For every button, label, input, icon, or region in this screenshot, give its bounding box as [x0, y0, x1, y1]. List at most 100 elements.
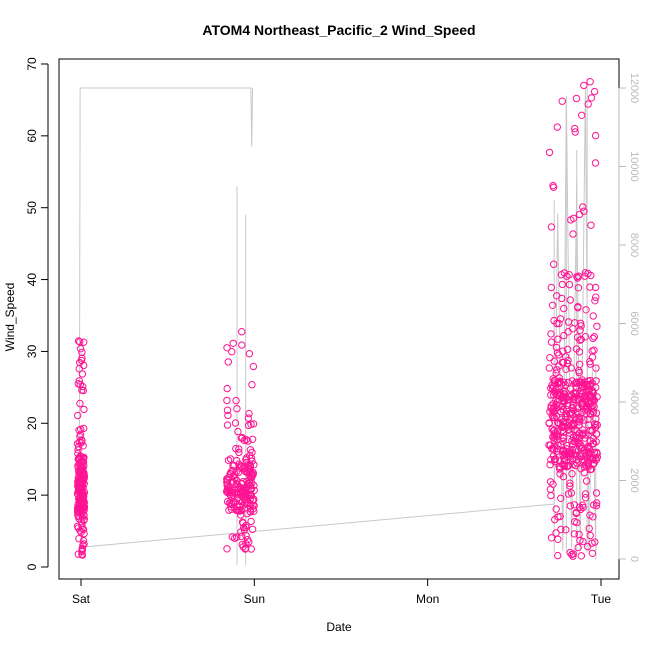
data-point — [584, 391, 592, 400]
data-point — [248, 381, 256, 389]
data-point — [223, 545, 231, 553]
data-point — [584, 542, 592, 551]
data-point — [585, 524, 593, 533]
data-point — [549, 183, 558, 192]
data-point — [80, 424, 88, 433]
data-point — [76, 399, 84, 408]
data-point — [548, 411, 556, 419]
data-point — [565, 450, 573, 458]
data-point — [557, 494, 565, 502]
left-tick-label: 50 — [25, 201, 39, 215]
data-point — [232, 476, 241, 484]
data-point — [546, 485, 555, 493]
data-point — [586, 283, 594, 291]
data-point — [564, 490, 573, 498]
data-point — [233, 480, 242, 489]
data-point — [548, 301, 557, 309]
data-point — [238, 492, 246, 501]
data-point — [560, 331, 568, 340]
data-point — [79, 496, 88, 504]
data-point — [584, 455, 592, 463]
data-point — [591, 131, 600, 140]
data-point — [575, 210, 584, 219]
data-point — [564, 318, 573, 326]
data-point — [74, 337, 83, 345]
y-axis-label: Wind_Speed — [3, 283, 17, 352]
data-point — [245, 409, 253, 418]
data-point — [244, 437, 252, 445]
data-point — [245, 461, 253, 469]
data-point — [582, 477, 591, 485]
data-point — [590, 87, 599, 96]
data-point — [239, 519, 247, 527]
data-point — [77, 425, 85, 433]
right-tick-label: 8000 — [628, 233, 640, 257]
data-point — [78, 370, 87, 378]
data-point — [235, 507, 243, 515]
data-point — [577, 322, 585, 330]
right-tick-label: 6000 — [628, 311, 640, 335]
data-point — [559, 433, 567, 442]
data-point — [575, 348, 584, 356]
data-point — [249, 468, 257, 477]
data-point — [560, 428, 568, 436]
data-point — [77, 528, 85, 536]
data-point — [224, 456, 233, 464]
data-point — [239, 501, 247, 509]
data-point — [226, 455, 235, 463]
right-tick-label: 10000 — [628, 151, 640, 182]
left-tick-label: 20 — [25, 416, 39, 430]
data-point — [565, 429, 573, 437]
data-point — [584, 100, 592, 108]
data-point — [558, 97, 566, 105]
data-point — [245, 350, 254, 358]
data-point — [224, 358, 233, 366]
data-point — [550, 260, 558, 268]
data-point — [588, 379, 596, 387]
data-point — [549, 375, 557, 383]
data-point — [576, 319, 585, 327]
data-point — [564, 328, 572, 336]
data-point — [588, 353, 597, 361]
data-point — [78, 354, 86, 362]
data-point — [556, 512, 564, 521]
data-point — [574, 284, 583, 292]
data-point — [566, 479, 574, 487]
data-point — [246, 451, 254, 460]
data-point — [592, 454, 600, 462]
data-point — [591, 297, 599, 305]
data-point — [586, 511, 594, 519]
data-point — [223, 384, 231, 393]
data-point — [577, 465, 585, 473]
data-point — [592, 293, 600, 301]
data-point — [76, 345, 85, 353]
data-point — [556, 420, 564, 428]
data-point — [233, 405, 241, 413]
data-point — [547, 223, 556, 231]
data-point — [588, 407, 596, 415]
data-point — [79, 454, 87, 462]
data-point — [553, 349, 562, 357]
data-point — [245, 490, 253, 498]
data-point — [238, 341, 246, 349]
data-point — [578, 401, 586, 409]
data-point — [581, 494, 590, 502]
data-point — [564, 345, 572, 354]
data-point — [562, 409, 570, 418]
data-point — [557, 525, 565, 534]
data-point — [574, 543, 582, 552]
data-point — [575, 360, 584, 368]
data-point — [79, 386, 88, 395]
data-point — [575, 368, 583, 377]
data-point — [231, 534, 239, 542]
data-point — [243, 494, 251, 502]
data-point — [244, 414, 253, 422]
data-point — [578, 111, 586, 120]
data-point — [549, 406, 557, 414]
data-point — [547, 534, 556, 542]
data-point — [76, 504, 84, 512]
left-axis: 0 10 20 30 40 50 60 70 — [25, 57, 49, 570]
data-point — [223, 487, 231, 496]
data-point — [549, 433, 557, 441]
